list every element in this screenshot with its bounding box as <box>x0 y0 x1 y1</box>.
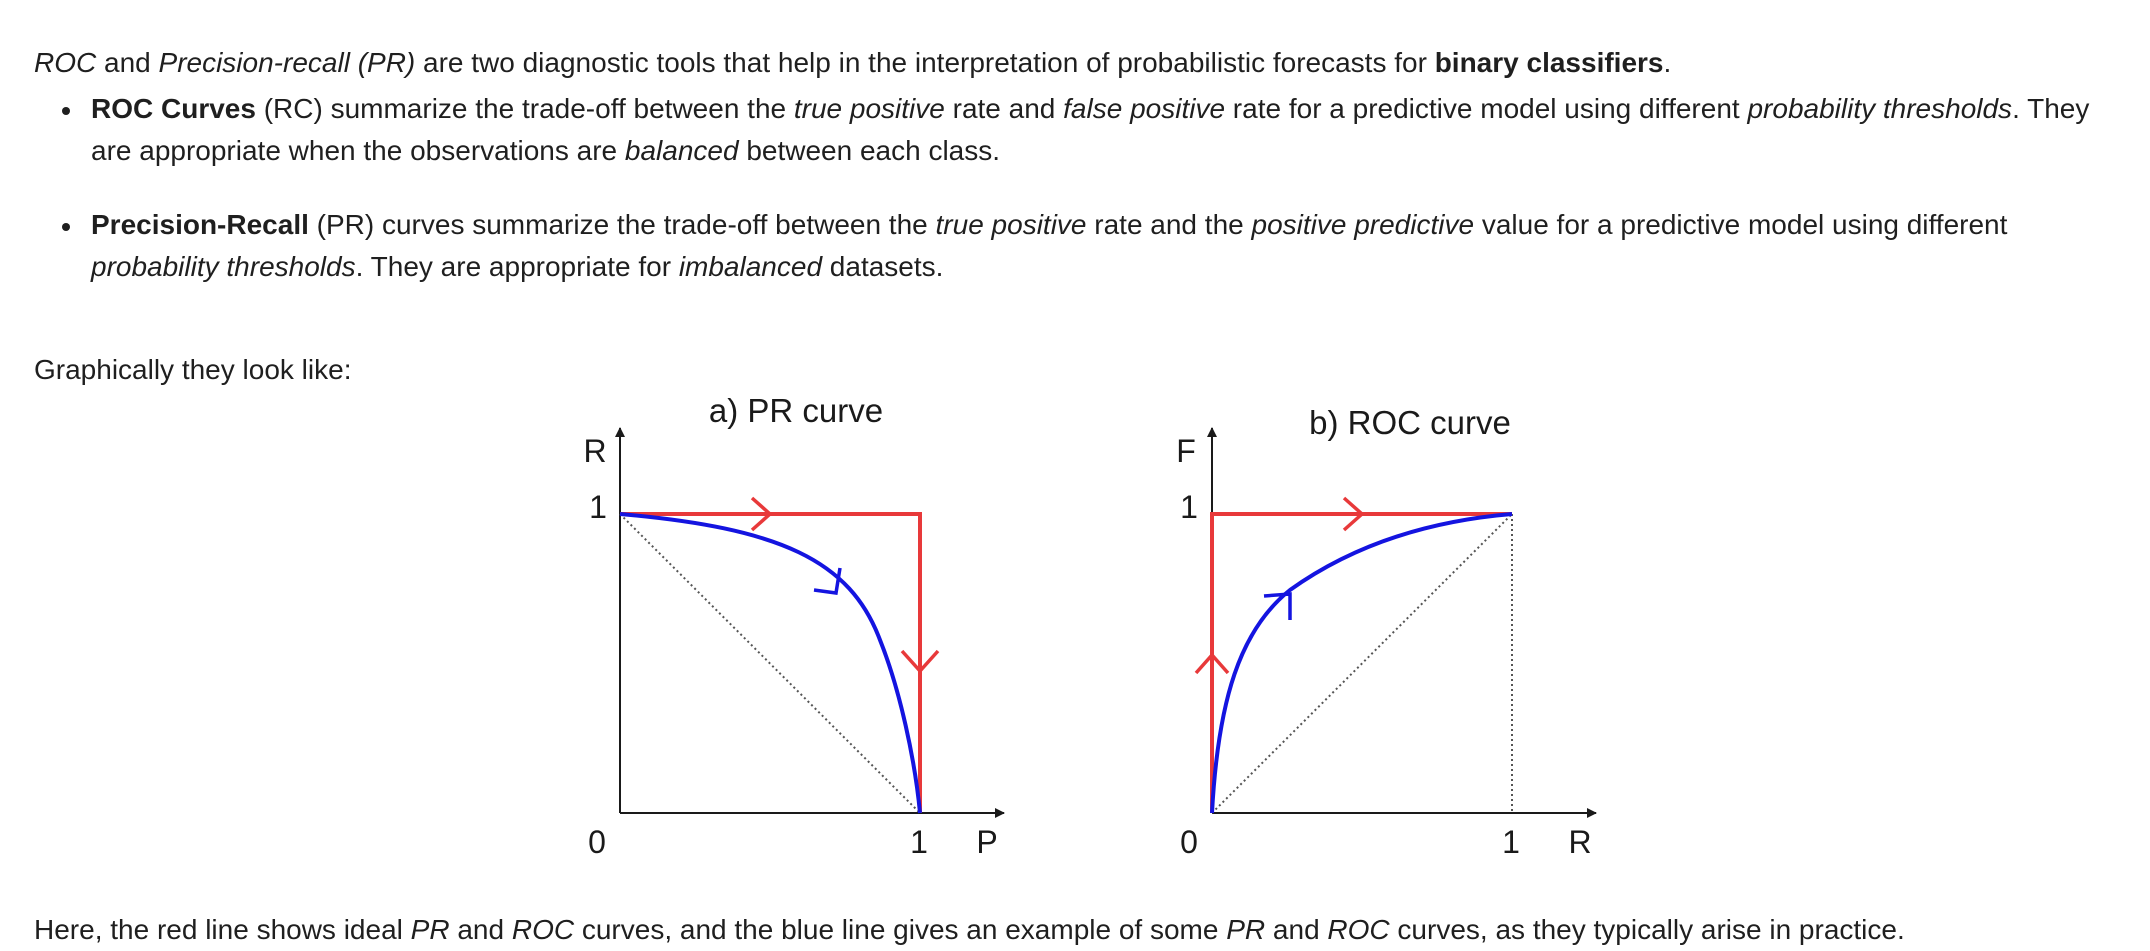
bullet-text: value for a predictive model using diffe… <box>1474 209 2008 240</box>
bullet-text: . They are appropriate for <box>355 251 679 282</box>
bullet-term: Precision-Recall <box>91 209 309 240</box>
closing-emphasis: ROC <box>1327 914 1390 945</box>
intro-text: are two diagnostic tools that help in th… <box>415 47 1435 78</box>
bullet-emphasis: positive predictive <box>1251 209 1475 240</box>
bullet-precision-recall: Precision-Recall (PR) curves summarize t… <box>34 204 2124 288</box>
intro-paragraph: ROC and Precision-recall (PR) are two di… <box>34 42 1671 84</box>
bullet-text: (PR) curves summarize the trade-off betw… <box>308 209 936 240</box>
roc-curve-panel: b) ROC curve F 1 0 1 R <box>1176 404 1597 860</box>
closing-emphasis: ROC <box>511 914 575 945</box>
bullet-emphasis: true positive <box>935 209 1087 240</box>
roc-tick-label-x1: 1 <box>1502 824 1520 860</box>
roc-example-arrow <box>1263 592 1292 620</box>
bullet-text: datasets. <box>822 251 944 282</box>
pr-example-arrow <box>813 567 842 595</box>
bullet-emphasis: false positive <box>1063 93 1226 124</box>
bullet-emphasis: true positive <box>793 93 945 124</box>
pr-example-curve <box>619 512 922 814</box>
roc-x-axis-label: R <box>1568 824 1591 860</box>
pr-x-axis-label: P <box>976 824 997 860</box>
roc-ideal-arrow-right <box>1342 496 1365 532</box>
pr-tick-label-x1: 1 <box>910 824 928 860</box>
closing-paragraph: Here, the red line shows ideal PR and RO… <box>34 909 1905 951</box>
pr-ideal-curve <box>620 512 922 813</box>
closing-text: and <box>449 914 512 945</box>
pr-diagonal-line <box>619 513 921 814</box>
pr-tick-label-0: 0 <box>588 824 606 860</box>
intro-text: and <box>96 47 159 78</box>
graphically-text: Graphically they look like: <box>34 354 352 385</box>
pr-ideal-arrow-down <box>900 649 940 674</box>
closing-text: curves, as they typically arise in pract… <box>1389 914 1905 945</box>
closing-text: and <box>1265 914 1328 945</box>
bullet-text: (RC) summarize the trade-off between the <box>255 93 794 124</box>
bullet-text: rate and <box>944 93 1064 124</box>
pr-tick-label-y1: 1 <box>589 489 607 525</box>
roc-panel-title: b) ROC curve <box>1309 404 1511 441</box>
intro-binary-term: binary classifiers <box>1434 47 1664 78</box>
bullet-list: ROC Curves (RC) summarize the trade-off … <box>34 88 2124 320</box>
roc-tick-label-0: 0 <box>1180 824 1198 860</box>
roc-ideal-curve <box>1210 512 1512 813</box>
bullet-roc-curves: ROC Curves (RC) summarize the trade-off … <box>34 88 2124 172</box>
pr-panel-title: a) PR curve <box>709 392 883 429</box>
roc-ideal-arrow-up <box>1194 652 1230 675</box>
roc-tick-label-y1: 1 <box>1180 489 1198 525</box>
pr-y-axis-label: R <box>583 433 606 469</box>
closing-emphasis: PR <box>1226 914 1266 945</box>
bullet-term: ROC Curves <box>91 93 256 124</box>
intro-pr-term: Precision-recall (PR) <box>158 47 416 78</box>
bullet-emphasis: imbalanced <box>678 251 823 282</box>
roc-diagonal-line <box>1211 513 1513 814</box>
bullet-emphasis: balanced <box>624 135 739 166</box>
closing-emphasis: PR <box>410 914 450 945</box>
bullet-emphasis: probability thresholds <box>1747 93 2013 124</box>
bullet-text: between each class. <box>738 135 1001 166</box>
closing-text: curves, and the blue line gives an examp… <box>574 914 1227 945</box>
intro-roc-term: ROC <box>34 47 97 78</box>
bullet-text: . They are appropriate when the observat… <box>91 93 2090 166</box>
closing-text: Here, the red line shows ideal <box>34 914 411 945</box>
roc-example-curve <box>1210 512 1513 814</box>
bullet-text: rate and the <box>1086 209 1252 240</box>
pr-ideal-arrow-right <box>750 496 773 532</box>
roc-y-axis-label: F <box>1176 433 1196 469</box>
bullet-emphasis: probability thresholds <box>91 251 356 282</box>
intro-text: . <box>1663 47 1672 78</box>
pr-curve-panel: a) PR curve R 1 0 1 P <box>583 392 1005 860</box>
bullet-text: rate for a predictive model using differ… <box>1225 93 1748 124</box>
